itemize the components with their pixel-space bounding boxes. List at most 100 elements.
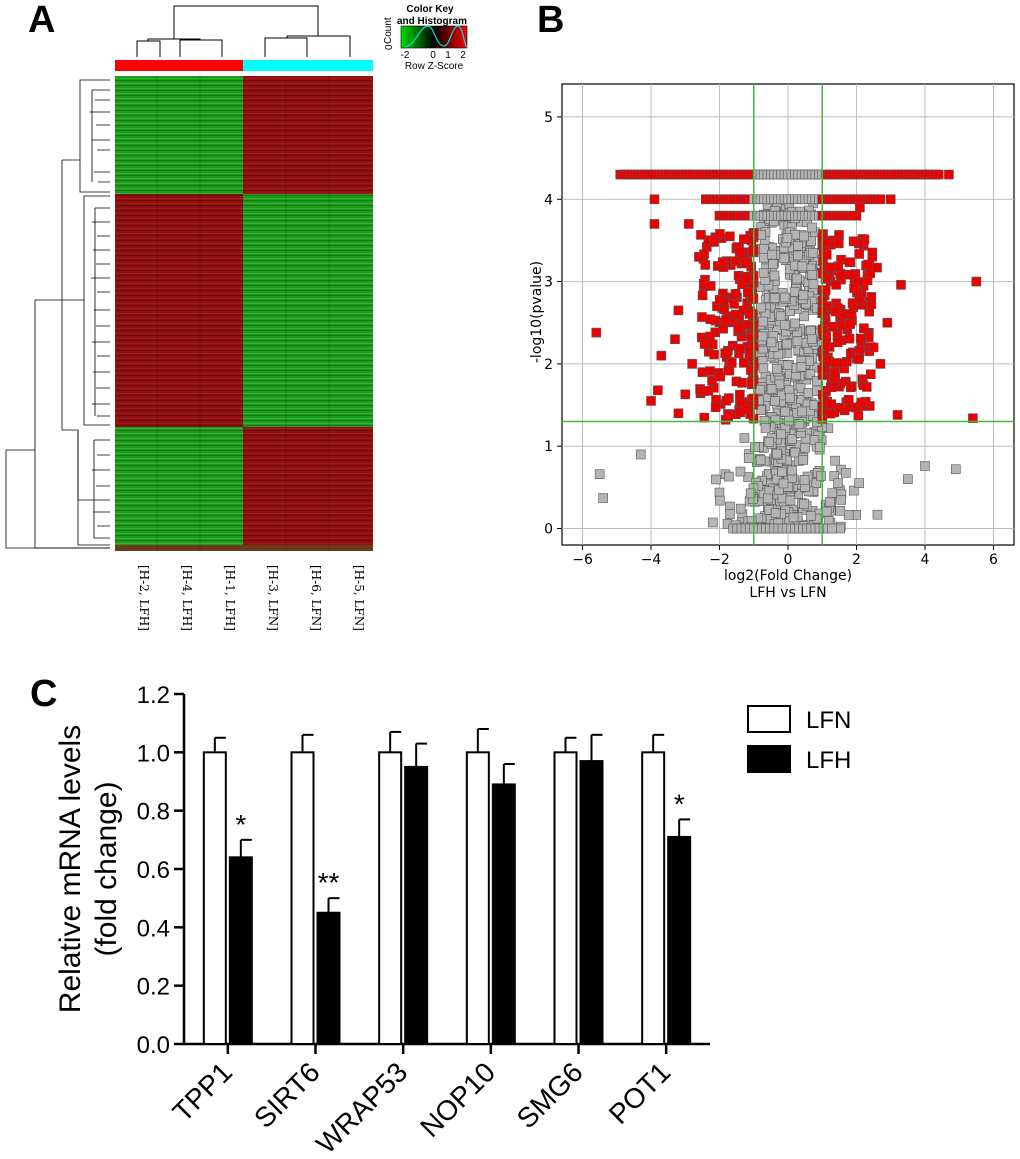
bar-lfh	[404, 765, 429, 1046]
significant-point	[715, 371, 726, 382]
gray-point	[805, 510, 816, 521]
gray-point	[790, 447, 801, 458]
significance-label: *	[674, 788, 685, 819]
gray-point	[785, 495, 796, 506]
significant-point	[649, 219, 660, 229]
gray-point	[784, 415, 794, 426]
color-key-histogram	[404, 25, 468, 48]
significant-point	[834, 238, 844, 249]
significant-point	[859, 323, 869, 334]
significant-point	[673, 305, 684, 316]
heatmap	[115, 76, 373, 551]
sample-label: [H-6, LFN]	[309, 565, 323, 631]
gray-point	[743, 472, 753, 482]
significant-point	[747, 377, 757, 387]
y-tick-label: 0	[544, 522, 553, 538]
heatmap-block-lfh-cluster1	[115, 76, 243, 194]
gray-point	[799, 499, 809, 509]
significant-point	[826, 399, 837, 409]
gray-point	[805, 325, 816, 336]
gray-point	[708, 517, 718, 528]
gray-point	[840, 468, 851, 478]
color-key-y-label: Count	[383, 17, 394, 44]
gray-point	[755, 384, 766, 395]
significant-point	[822, 355, 832, 366]
gray-point	[825, 497, 835, 507]
gray-point	[787, 434, 797, 444]
significant-point	[656, 350, 667, 361]
gray-point	[758, 316, 768, 327]
gray-point	[598, 493, 608, 503]
bar-legend: LFN LFH	[747, 705, 851, 774]
bar-y-tick-label: 0.2	[137, 974, 170, 1001]
gray-point	[735, 503, 746, 514]
bar-y-tick-label: 0.8	[137, 799, 170, 826]
legend-label-lfh: LFH	[806, 747, 851, 774]
gray-point	[808, 279, 819, 289]
gray-point	[821, 506, 832, 517]
heatmap-block-lfn-cluster2	[243, 194, 373, 427]
significant-point	[853, 354, 864, 364]
significant-point	[944, 169, 954, 180]
x-tick-label: −2	[709, 552, 730, 568]
significant-point	[738, 234, 749, 244]
significant-point	[865, 268, 875, 279]
color-key: Color Key and Histogram Count 0 -2 0 1 2…	[383, 4, 468, 72]
significant-point	[865, 369, 876, 380]
color-key-tick: 2	[460, 50, 466, 61]
bar-lfh	[491, 783, 516, 1046]
significant-point	[746, 332, 757, 343]
panel-c-label: C	[30, 673, 57, 715]
gray-point	[755, 455, 766, 466]
gray-point	[811, 376, 822, 386]
bar-lfn	[290, 751, 315, 1045]
bar-y-label-2: (fold change)	[90, 781, 123, 956]
bar-lfn	[465, 751, 490, 1045]
significant-point	[725, 231, 735, 242]
significant-point	[831, 280, 841, 290]
panel-a: A	[5, 0, 468, 631]
significant-point	[646, 396, 656, 406]
gray-point	[766, 337, 777, 348]
color-key-tick: 1	[445, 50, 451, 61]
bar-y-tick-label: 0.6	[137, 857, 170, 884]
gray-point	[594, 469, 605, 480]
gray-point	[760, 423, 771, 433]
sample-label: [H-4, LFH]	[180, 565, 194, 631]
gray-point	[793, 241, 803, 251]
bar-lfn	[641, 751, 666, 1045]
significant-point	[735, 343, 745, 354]
color-key-y-tick: 0	[384, 44, 395, 50]
significant-point	[718, 323, 728, 334]
significant-point	[867, 251, 878, 262]
color-key-tick: 0	[430, 50, 436, 61]
x-tick-label: 2	[852, 552, 861, 568]
gray-point	[792, 336, 803, 347]
significant-point	[723, 365, 734, 376]
column-dendrogram	[136, 5, 351, 57]
significant-point	[731, 309, 741, 320]
significant-point	[743, 287, 753, 298]
gray-point	[766, 384, 777, 394]
bar-category-label: WRAP53	[310, 1056, 413, 1159]
significant-point	[723, 411, 734, 422]
significant-point	[896, 280, 906, 290]
gray-point	[833, 478, 843, 488]
gray-point	[849, 485, 859, 496]
color-key-title-1: Color Key	[406, 4, 454, 15]
gray-point	[714, 487, 725, 498]
significant-point	[735, 389, 745, 400]
gray-point	[745, 488, 756, 499]
significant-point	[885, 194, 896, 205]
volcano-y-label: -log10(pvalue)	[529, 261, 545, 363]
significant-point	[821, 340, 831, 351]
significant-point	[846, 310, 857, 320]
gray-point	[711, 474, 721, 485]
x-tick-label: 0	[784, 552, 793, 568]
sample-label: [H-2, LFH]	[137, 565, 151, 631]
significance-label: *	[235, 809, 246, 840]
gray-point	[777, 466, 787, 477]
significant-point	[721, 315, 731, 326]
gray-point	[789, 287, 800, 297]
significant-point	[872, 262, 882, 273]
